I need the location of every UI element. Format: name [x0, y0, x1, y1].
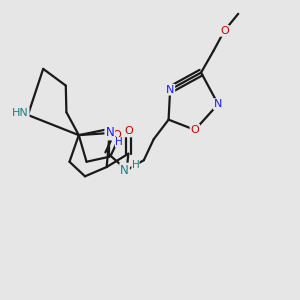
Text: H: H [115, 137, 123, 147]
Text: O: O [220, 26, 229, 36]
Text: N: N [166, 85, 174, 94]
Text: HN: HN [12, 108, 28, 118]
Text: N: N [214, 99, 222, 109]
Text: N: N [105, 127, 114, 140]
Text: O: O [190, 125, 199, 135]
Text: O: O [112, 130, 121, 140]
Text: N: N [120, 164, 129, 177]
Text: O: O [124, 126, 133, 136]
Text: H: H [132, 160, 139, 170]
